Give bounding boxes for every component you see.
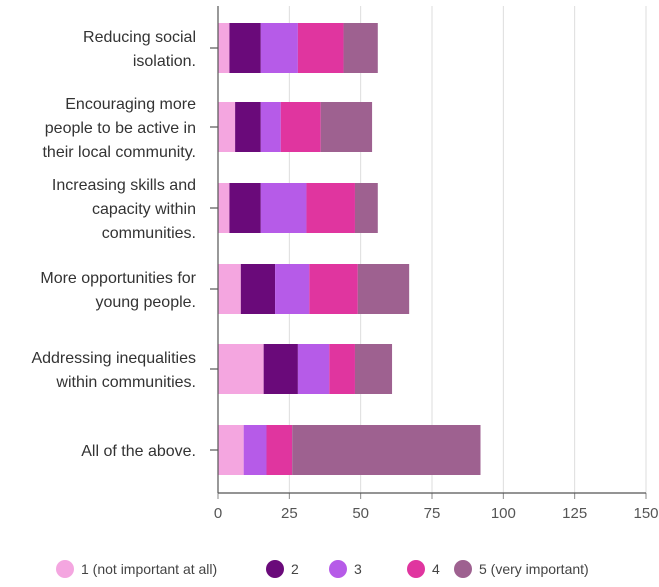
bar-segment [229,183,261,233]
category-label: people to be active in [45,120,196,137]
bar-segment [218,425,244,475]
bar-segment [320,102,373,152]
legend-swatch [454,560,472,578]
legend-swatch [407,560,425,578]
x-tick-label: 25 [281,505,298,522]
category-label: young people. [95,294,196,311]
category-label: Increasing skills and [52,177,196,194]
legend: 1 (not important at all) 2 3 4 5 (very impor… [56,560,589,578]
category-label: within communities. [55,374,196,391]
x-tick-label: 50 [352,505,369,522]
bar-segment [263,344,298,394]
legend-swatch [329,560,347,578]
bar-segment [243,425,267,475]
legend-label: 1 (not important at all) [81,561,217,577]
x-tick-label: 125 [562,505,587,522]
legend-swatch [266,560,284,578]
bars [218,23,481,475]
x-axis: 0 25 50 75 100 125 150 [214,6,659,522]
grid-lines [288,6,647,493]
bar-segment [266,425,293,475]
x-tick-label: 75 [424,505,441,522]
category-label: Encouraging more [65,96,196,113]
bar-segment [218,183,230,233]
bar-segment [306,183,355,233]
bar-segment [229,23,261,73]
x-tick-label: 100 [491,505,516,522]
x-tick-label: 150 [633,505,658,522]
legend-label: 2 [291,561,299,577]
bar-segment [275,264,310,314]
bar-segment [343,23,378,73]
category-label: Reducing social [83,29,196,46]
category-label: More opportunities for [40,270,196,287]
bar-segment [218,102,236,152]
bar-segment [292,425,481,475]
bar-segment [309,264,358,314]
bar-segment [235,102,261,152]
bar-segment [297,23,344,73]
bar-segment [280,102,321,152]
legend-label: 3 [354,561,362,577]
legend-swatch [56,560,74,578]
category-label: their local community. [42,144,196,161]
bar-segment [240,264,276,314]
bar-segment [354,344,393,394]
bar-segment [354,183,378,233]
legend-label: 5 (very important) [479,561,589,577]
bar-segment [260,183,307,233]
bar-segment [357,264,410,314]
category-label: isolation. [133,53,196,70]
bar-segment [218,264,241,314]
bar-segment [329,344,355,394]
bar-segment [218,23,230,73]
legend-label: 4 [432,561,440,577]
bar-segment [260,23,298,73]
category-label: All of the above. [81,443,196,460]
y-axis-labels: Reducing social isolation. Encouraging mor… [31,29,218,460]
x-tick-label: 0 [214,505,222,522]
bar-segment [218,344,264,394]
category-label: Addressing inequalities [31,350,196,367]
category-label: communities. [102,225,196,242]
bar-segment [297,344,330,394]
bar-segment [260,102,281,152]
category-label: capacity within [92,201,196,218]
